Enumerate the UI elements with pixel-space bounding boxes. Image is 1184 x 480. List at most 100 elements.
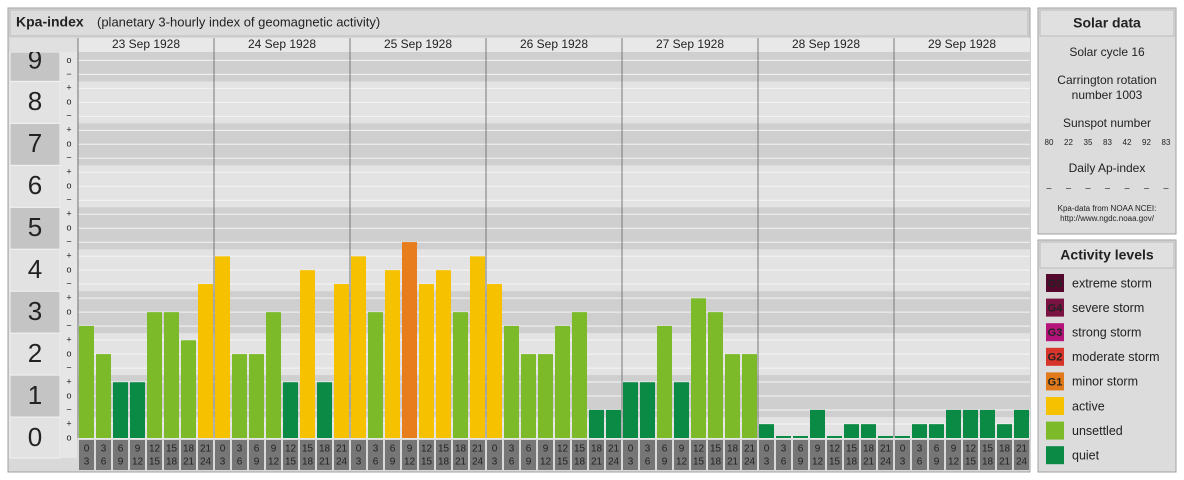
bar [606,409,621,438]
hour-label: 15 [557,457,569,468]
hour-label: 12 [557,444,569,455]
hour-label: 9 [543,444,549,455]
hour-label: 6 [390,444,396,455]
minor-tick-label: o [66,181,71,191]
hour-box [759,440,774,470]
hour-label: 12 [812,457,824,468]
bar [130,382,145,438]
minor-tick-label: o [66,432,71,442]
bar [742,354,757,438]
hour-box [147,440,162,470]
bar [436,270,451,438]
legend-badge: G3 [1048,327,1063,339]
hour-label: 15 [982,444,994,455]
hour-label: 0 [84,444,90,455]
legend-swatch [1046,274,1064,292]
minor-tick-label: − [66,69,71,79]
hour-label: 6 [509,457,515,468]
hour-label: 21 [880,444,892,455]
sunspot-number: 22 [1064,138,1073,147]
hour-label: 9 [526,457,532,468]
hour-label: 3 [492,457,498,468]
bar [725,354,740,438]
hour-label: 12 [676,457,688,468]
bar [793,436,808,438]
hour-label: 3 [645,444,651,455]
bar [351,256,366,438]
hour-box [572,440,587,470]
bar [164,312,179,438]
hour-box [232,440,247,470]
minor-tick-label: o [66,223,71,233]
solar-header [1039,9,1175,37]
hour-box [351,440,366,470]
hour-label: 9 [951,444,957,455]
bar [232,354,247,438]
axis-band [9,122,61,166]
plot-band [78,417,1030,438]
hour-label: 3 [917,444,923,455]
bar [895,436,910,438]
bar [283,382,298,438]
legend-label: moderate storm [1072,350,1160,364]
hour-box [742,440,757,470]
date-label: 27 Sep 1928 [656,37,724,51]
hour-box [810,440,825,470]
hour-box [861,440,876,470]
hour-box [385,440,400,470]
bar [963,409,978,438]
bar [555,325,570,438]
hour-label: 9 [254,457,260,468]
ap-index: – [1085,182,1090,192]
bar [266,312,281,438]
hour-box [79,440,94,470]
hour-label: 15 [829,457,841,468]
y-tick-label: 6 [28,170,42,200]
minor-tick-label: − [66,404,71,414]
bar [844,424,859,438]
source: http://www.ngdc.noaa.gov/ [1060,214,1155,223]
hour-label: 9 [679,444,685,455]
hour-box [997,440,1012,470]
axis-band [9,416,61,459]
hour-label: 3 [628,457,634,468]
hour-label: 21 [727,457,739,468]
y-tick-label: 3 [28,296,42,326]
hour-label: 24 [336,457,348,468]
minor-tick-label: − [66,362,71,372]
hour-label: 12 [404,457,416,468]
bar [113,382,128,438]
legend-label: quiet [1072,448,1100,462]
axis-band [9,206,61,250]
hour-label: 12 [948,457,960,468]
hour-box [674,440,689,470]
hour-label: 0 [764,444,770,455]
y-tick-label: 5 [28,212,42,242]
legend-label: unsettled [1072,424,1123,438]
hour-box [334,440,349,470]
hour-label: 24 [200,457,212,468]
hour-label: 3 [237,444,243,455]
hour-box [283,440,298,470]
minor-tick-label: + [66,418,71,428]
legend-badge: G1 [1048,376,1063,388]
hour-box [980,440,995,470]
hour-box [827,440,842,470]
hour-label: 3 [781,444,787,455]
bar [96,354,111,438]
hour-label: 6 [662,444,668,455]
hour-box [1014,440,1029,470]
hour-label: 15 [421,457,433,468]
hour-label: 24 [608,457,620,468]
axis-band [9,248,61,292]
date-label: 28 Sep 1928 [792,37,860,51]
hour-label: 15 [438,444,450,455]
hour-label: 3 [764,457,770,468]
bar [334,284,349,438]
bar [776,436,791,438]
y-tick-label: 4 [28,254,42,284]
hour-box [691,440,706,470]
bar [657,325,672,438]
hour-label: 9 [390,457,396,468]
bar [198,284,213,438]
